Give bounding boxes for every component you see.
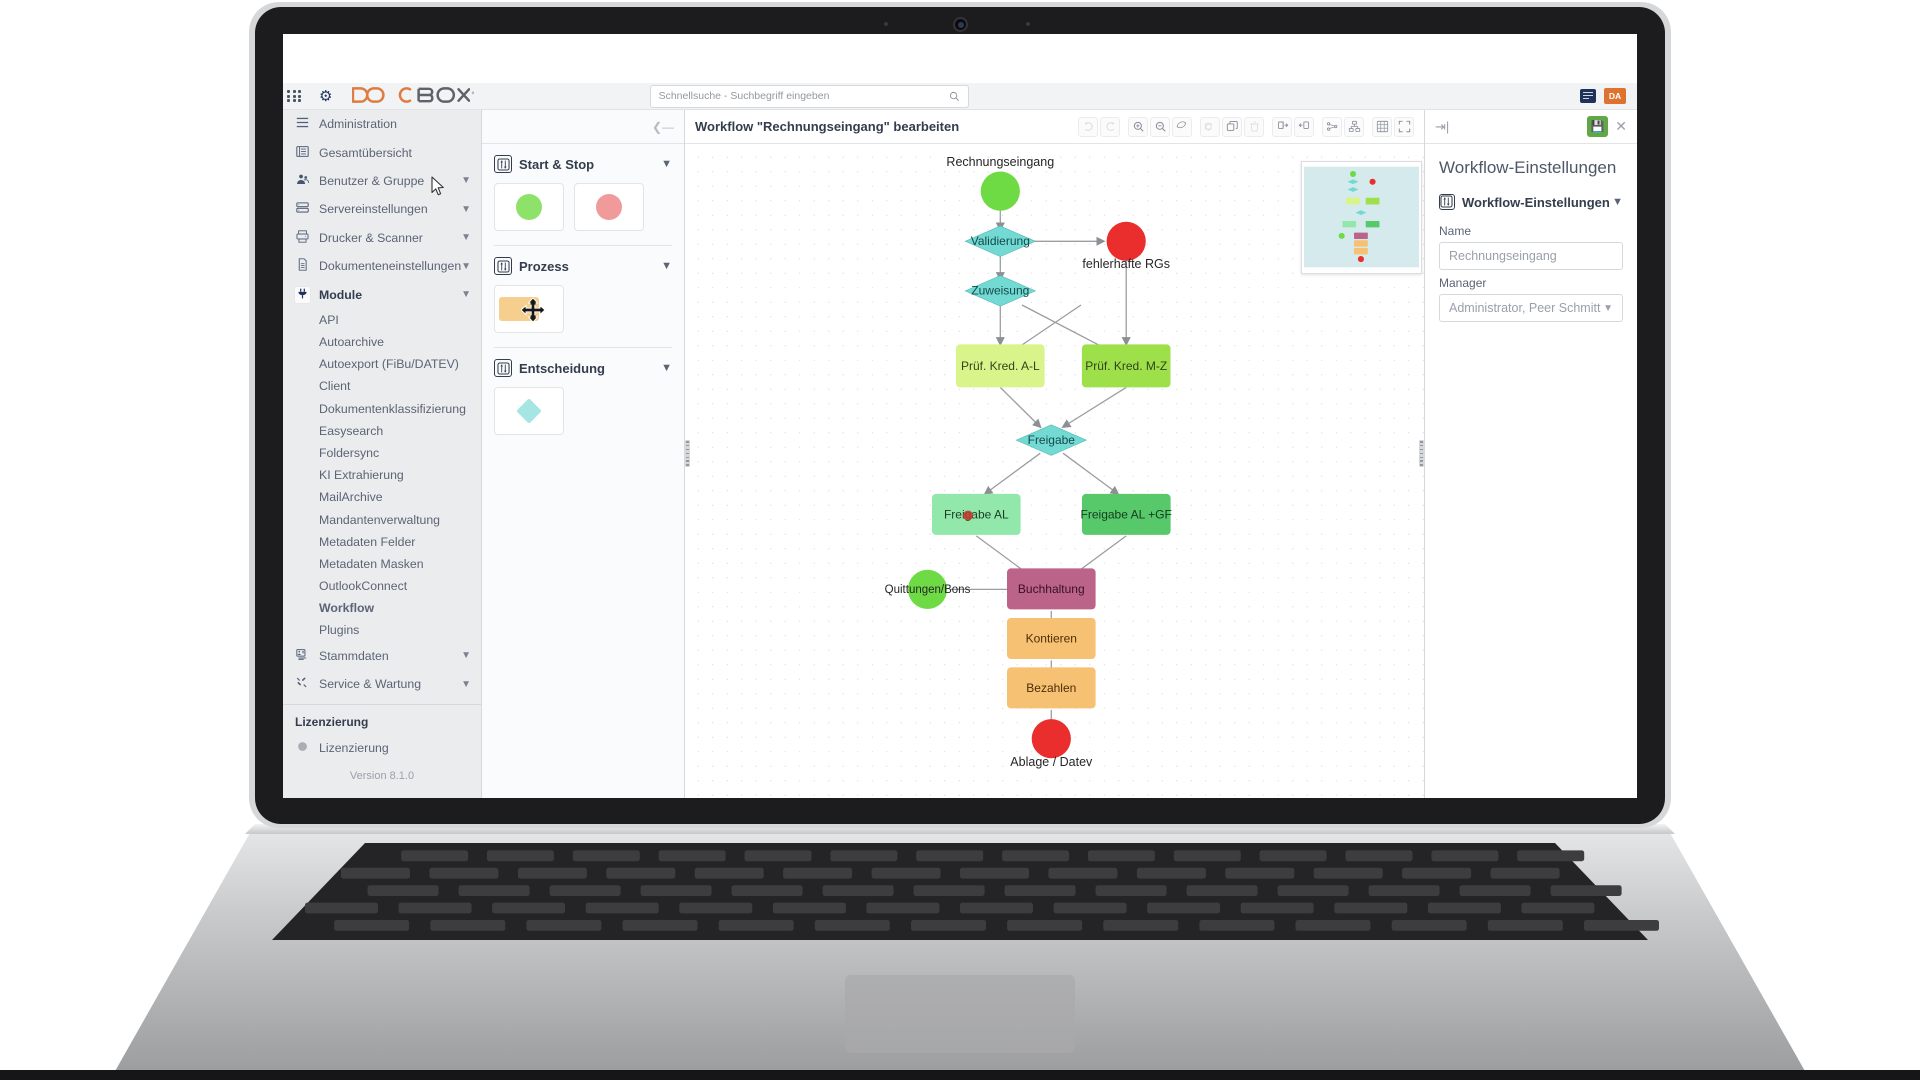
svg-text:Prüf. Kred. M-Z: Prüf. Kred. M-Z — [1085, 359, 1167, 373]
svg-text:Bezahlen: Bezahlen — [1026, 681, 1076, 695]
svg-text:Validierung: Validierung — [971, 234, 1030, 248]
svg-text:Buchhaltung: Buchhaltung — [1018, 582, 1085, 596]
svg-text:fehlerhafte RGs: fehlerhafte RGs — [1082, 257, 1170, 271]
svg-text:Prüf. Kred. A-L: Prüf. Kred. A-L — [961, 359, 1040, 373]
svg-text:Zuweisung: Zuweisung — [971, 284, 1029, 298]
svg-text:Freigabe AL +GF: Freigabe AL +GF — [1081, 507, 1172, 521]
svg-text:Freigabe: Freigabe — [1028, 433, 1076, 447]
svg-text:Quittungen/Bons: Quittungen/Bons — [885, 584, 971, 596]
svg-text:Rechnungseingang: Rechnungseingang — [946, 155, 1054, 169]
svg-text:Freigabe AL: Freigabe AL — [944, 507, 1009, 521]
svg-text:Kontieren: Kontieren — [1026, 632, 1077, 646]
svg-text:Ablage / Datev: Ablage / Datev — [1010, 755, 1093, 769]
